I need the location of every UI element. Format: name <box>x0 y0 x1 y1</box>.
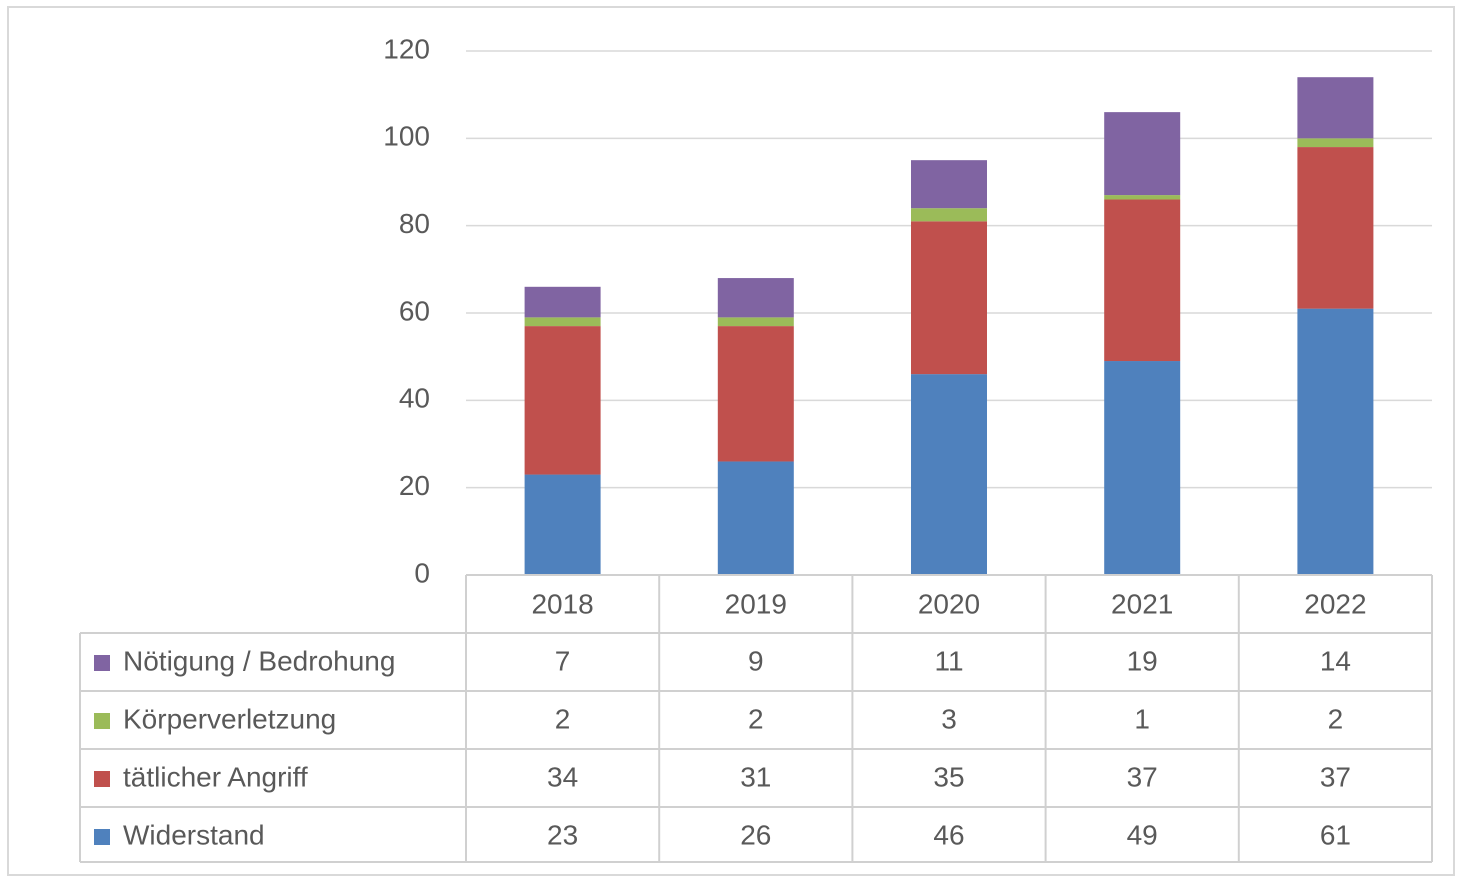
table-value: 37 <box>1320 761 1351 792</box>
y-tick-label: 20 <box>399 470 430 501</box>
table-value: 19 <box>1127 645 1158 676</box>
bar-segment <box>911 208 987 222</box>
table-value: 61 <box>1320 819 1351 850</box>
bar-segment <box>1297 138 1374 148</box>
bar-segment <box>911 221 987 375</box>
table-value: 34 <box>547 761 578 792</box>
table-value: 7 <box>555 645 571 676</box>
x-tick-label: 2021 <box>1111 588 1173 619</box>
bar-segment <box>717 461 794 575</box>
table-value: 35 <box>933 761 964 792</box>
table-value: 31 <box>740 761 771 792</box>
bar-segment <box>911 374 987 575</box>
table-value: 3 <box>941 703 957 734</box>
bar-segment <box>1297 308 1374 575</box>
table-value: 11 <box>934 645 963 676</box>
y-tick-label: 40 <box>399 383 430 414</box>
bar-segment <box>1297 77 1374 139</box>
table-value: 26 <box>740 819 771 850</box>
bar-segment <box>717 326 794 462</box>
bar-segment <box>1104 361 1181 575</box>
bar-segment <box>1104 195 1181 200</box>
bar-segment <box>1297 147 1374 309</box>
y-tick-label: 60 <box>399 295 430 326</box>
bar-segment <box>717 278 794 318</box>
table-value: 37 <box>1127 761 1158 792</box>
table-value: 2 <box>1328 703 1344 734</box>
bar-segment <box>524 317 601 327</box>
table-value: 2 <box>748 703 764 734</box>
legend-label: Körperverletzung <box>123 703 336 734</box>
table-value: 9 <box>748 645 764 676</box>
legend-swatch <box>94 713 110 729</box>
x-tick-label: 2022 <box>1304 588 1366 619</box>
chart-border <box>7 6 1455 876</box>
bar-segment <box>524 286 601 318</box>
table-value: 2 <box>555 703 571 734</box>
table-value: 46 <box>933 819 964 850</box>
legend-swatch <box>94 829 110 845</box>
table-value: 49 <box>1127 819 1158 850</box>
y-tick-label: 0 <box>414 557 430 588</box>
x-tick-label: 2020 <box>918 588 980 619</box>
bar-segment <box>1104 199 1181 362</box>
legend-label: Nötigung / Bedrohung <box>123 645 395 676</box>
bar-segment <box>524 474 601 575</box>
legend-swatch <box>94 771 110 787</box>
bar-segment <box>1104 112 1181 196</box>
bar-segment <box>717 317 794 327</box>
legend-label: Widerstand <box>123 819 265 850</box>
y-tick-label: 80 <box>399 208 430 239</box>
y-tick-label: 120 <box>383 33 430 64</box>
x-tick-label: 2019 <box>725 588 787 619</box>
legend-label: tätlicher Angriff <box>123 761 308 792</box>
x-tick-label: 2018 <box>531 588 593 619</box>
legend-swatch <box>94 655 110 671</box>
bar-segment <box>911 160 987 209</box>
bar-segment <box>524 326 601 475</box>
table-value: 23 <box>547 819 578 850</box>
table-value: 14 <box>1320 645 1351 676</box>
y-tick-label: 100 <box>383 121 430 152</box>
table-value: 1 <box>1134 703 1150 734</box>
